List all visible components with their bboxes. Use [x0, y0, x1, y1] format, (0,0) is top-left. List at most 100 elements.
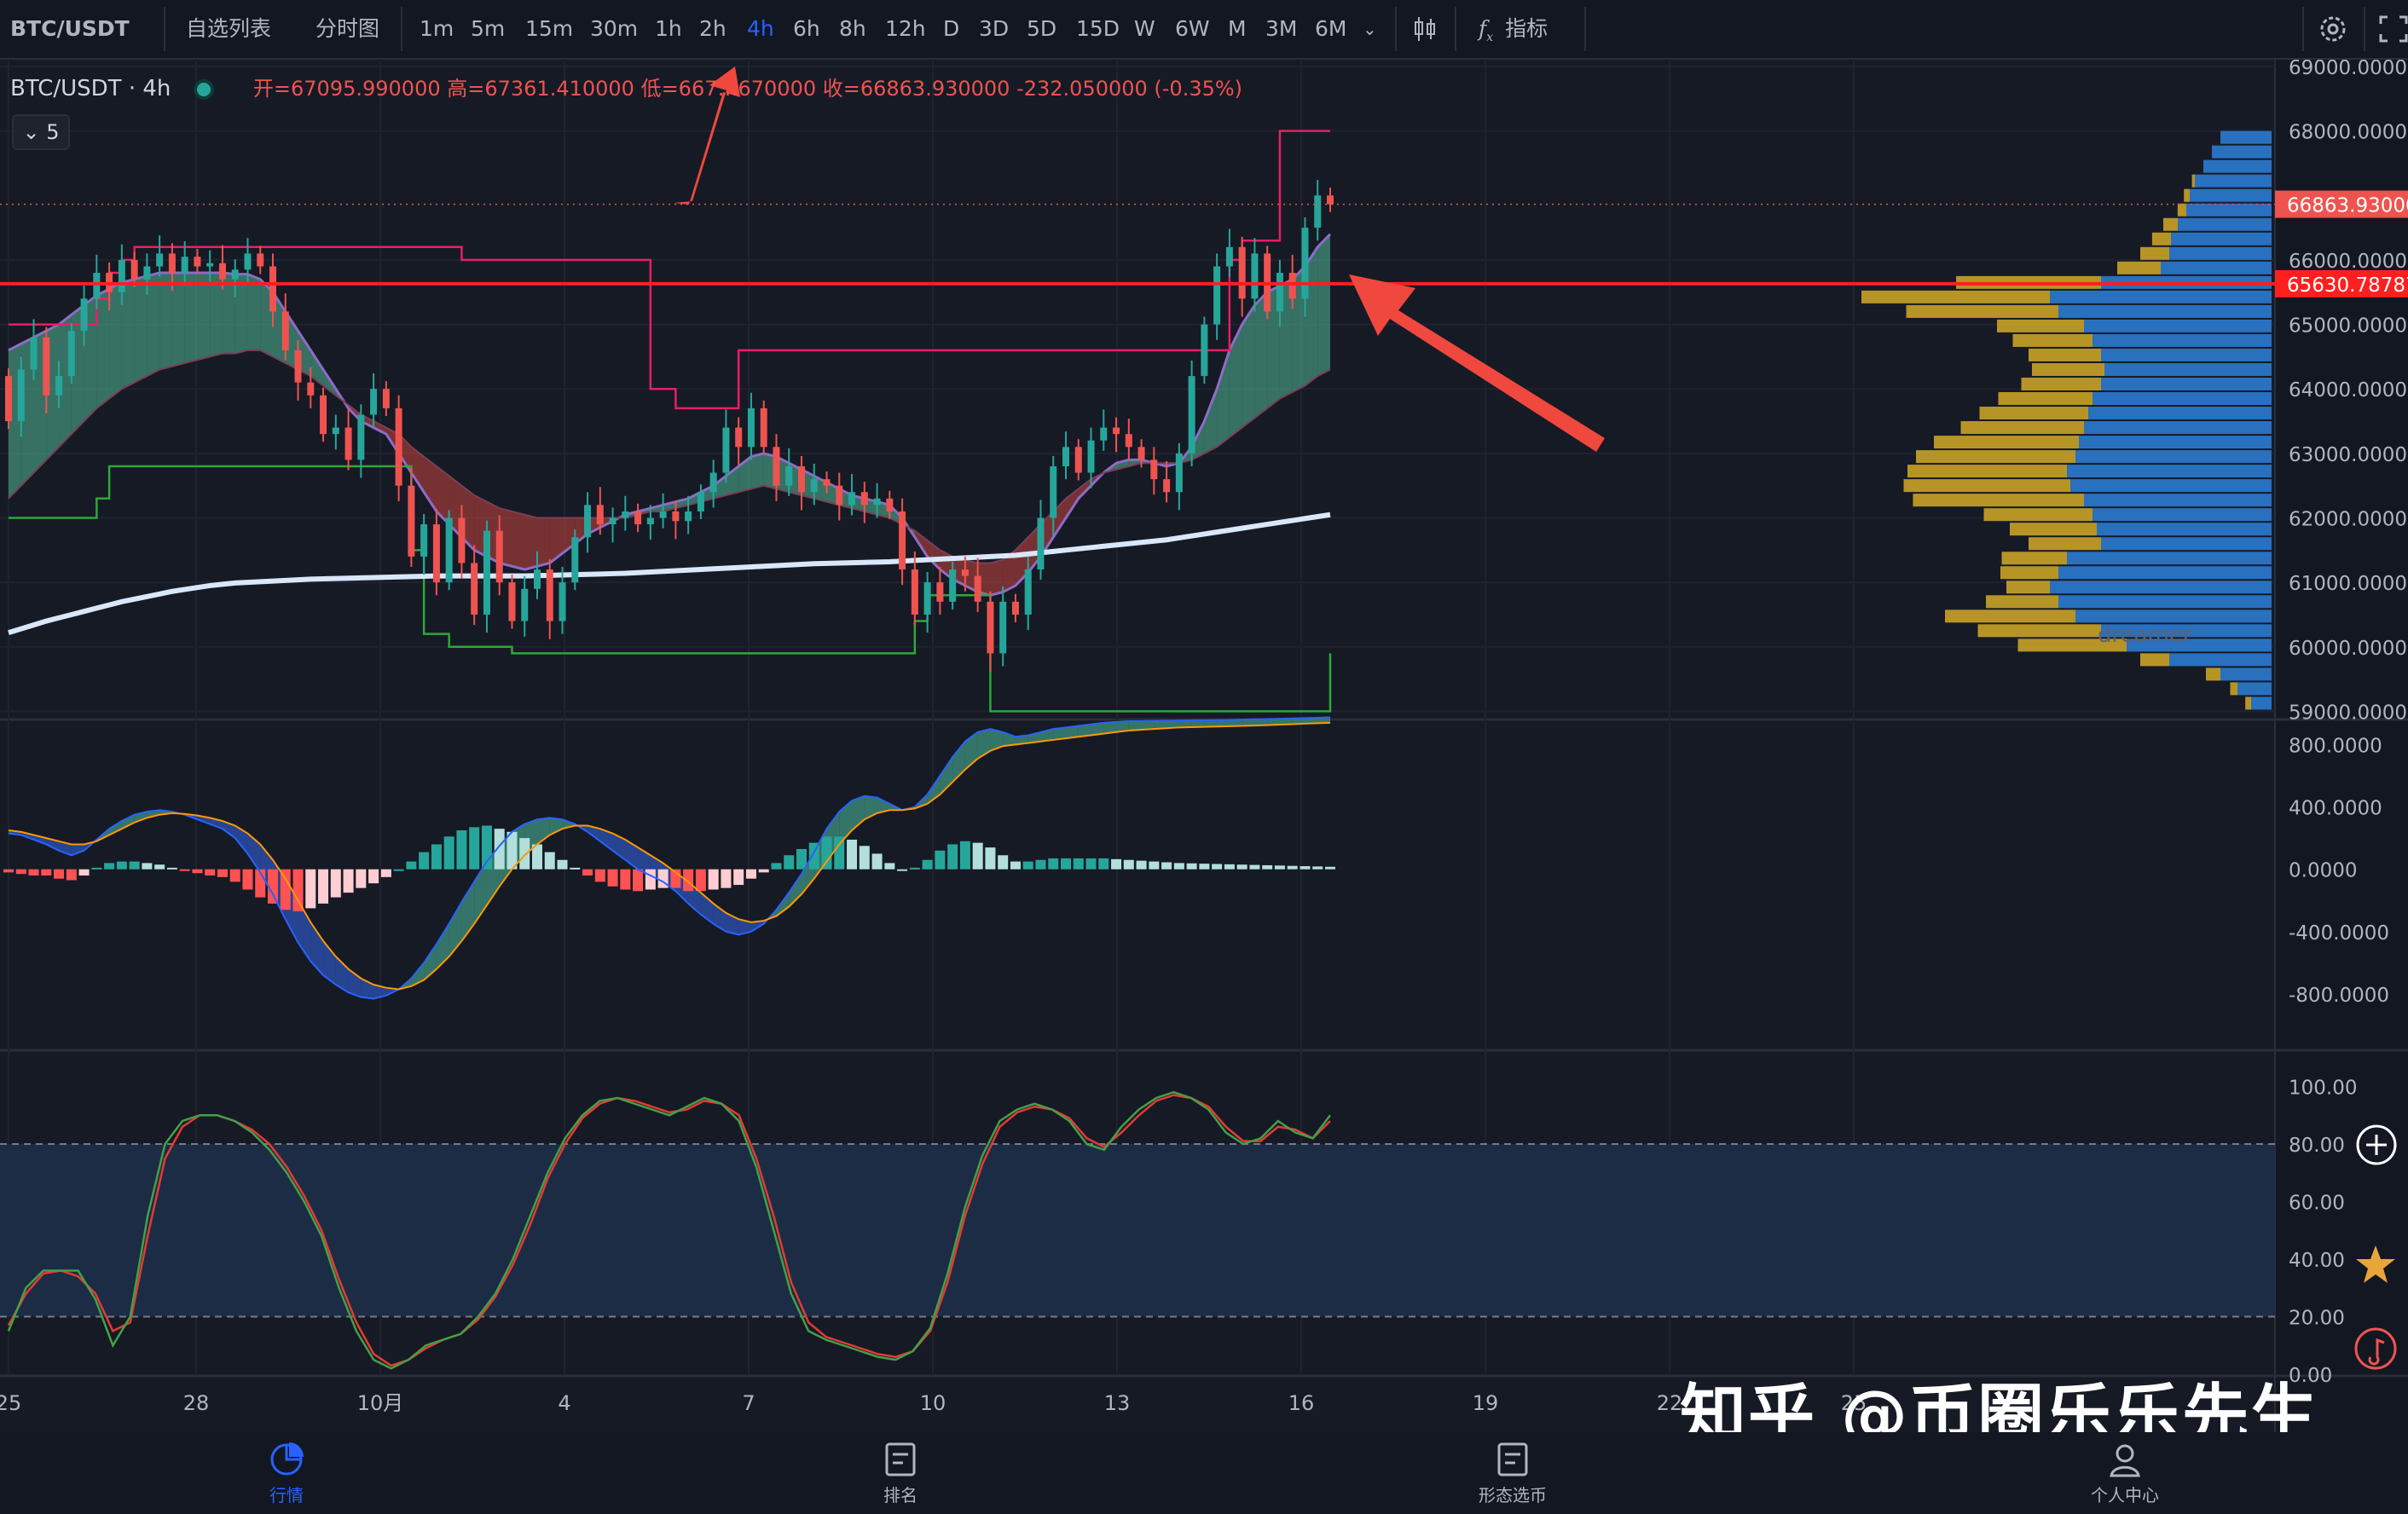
tick-chart-button[interactable]: 分时图 [315, 16, 380, 41]
interval-30m[interactable]: 30m [590, 16, 639, 41]
interval-M[interactable]: M [1228, 16, 1247, 41]
market-status-icon [193, 78, 214, 100]
toolbar-divider [2364, 7, 2365, 51]
candle-body [294, 350, 302, 383]
add-plus-icon[interactable] [2355, 1124, 2398, 1170]
macd-cloud-segment [1178, 720, 1192, 728]
indicators-button[interactable]: fx 指标 [1479, 0, 1548, 58]
volume-profile-bar [1977, 624, 2101, 638]
collapse-indicators-button[interactable]: ⌄ 5 [12, 114, 70, 150]
favorite-star-icon[interactable] [2353, 1243, 2398, 1291]
nav-pattern[interactable]: 形态选币 [1427, 1432, 1598, 1514]
volume-profile-bar [2029, 348, 2101, 361]
volume-profile-bar [2101, 624, 2272, 638]
ema-cloud-segment [524, 514, 537, 570]
interval-6h[interactable]: 6h [793, 16, 820, 41]
candle-body [1327, 195, 1334, 205]
nav-ranking[interactable]: 排名 [815, 1432, 986, 1514]
macd-histogram-bar [330, 869, 341, 898]
volume-profile-bar [2088, 407, 2272, 420]
volume-profile-bar [1906, 304, 2058, 318]
watchlist-button[interactable]: 自选列表 [186, 16, 272, 41]
macd-cloud-segment [990, 729, 1004, 751]
nav-markets[interactable]: 行情 [201, 1432, 372, 1514]
candle-body [1087, 440, 1095, 473]
settings-gear-icon[interactable] [2316, 0, 2350, 58]
candle-body [67, 331, 75, 377]
interval-5m[interactable]: 5m [471, 16, 506, 41]
macd-histogram-bar [142, 863, 153, 870]
macd-cloud-segment [1128, 721, 1142, 731]
interval-12h[interactable]: 12h [885, 16, 926, 41]
interval-3D[interactable]: 3D [979, 16, 1010, 41]
macd-line [8, 716, 1331, 1000]
macd-cloud-segment [940, 757, 953, 795]
macd-cloud-segment [964, 731, 978, 770]
interval-W[interactable]: W [1134, 16, 1155, 41]
candle-body [495, 530, 503, 583]
interval-1h[interactable]: 1h [655, 16, 682, 41]
volume-profile-bar [2084, 319, 2272, 332]
candle-body [1251, 253, 1259, 299]
macd-histogram-bar [28, 869, 39, 876]
interval-4h[interactable]: 4h [747, 16, 774, 41]
interval-15D[interactable]: 15D [1076, 16, 1120, 41]
interval-6M[interactable]: 6M [1315, 16, 1347, 41]
macd-histogram-bar [633, 869, 644, 892]
macd-histogram-bar [1098, 858, 1109, 870]
candle-body [1163, 479, 1171, 493]
interval-5D[interactable]: 5D [1027, 16, 1057, 41]
macd-cloud-segment [310, 922, 324, 976]
candle-body [571, 537, 579, 583]
macd-histogram-bar [1199, 864, 1210, 870]
ema-cloud-segment [373, 421, 386, 435]
volume-profile-bar [2006, 581, 2050, 594]
interval-2h[interactable]: 2h [699, 16, 726, 41]
channel-upper-line [9, 130, 1330, 410]
alert-bell-icon[interactable] [2353, 1326, 2398, 1374]
candle-body [344, 427, 352, 460]
interval-3M[interactable]: 3M [1265, 16, 1298, 41]
stoch-rsi-panel [0, 1090, 2275, 1370]
channel-lower-line [9, 465, 1332, 713]
volume-profile-bar [2075, 450, 2272, 464]
interval-1m[interactable]: 1m [420, 16, 454, 41]
macd-cloud-segment [33, 835, 47, 845]
fullscreen-icon[interactable] [2379, 0, 2408, 58]
nav-pattern-label: 形态选币 [1479, 1485, 1547, 1505]
macd-histogram-bar [380, 869, 391, 877]
interval-8h[interactable]: 8h [839, 16, 866, 41]
macd-histogram-bar [834, 836, 845, 870]
macd-histogram-bar [1186, 863, 1197, 870]
volume-profile-bar [2220, 130, 2272, 144]
macd-cloud-segment [1292, 718, 1305, 725]
ma-long-line [8, 511, 1331, 636]
nav-profile[interactable]: 个人中心 [2040, 1432, 2210, 1514]
macd-histogram-bar [91, 867, 102, 870]
candle-body [281, 311, 289, 350]
ema-fast-line [8, 233, 1332, 597]
price-axis-tick: 68000.000000 [2289, 122, 2408, 144]
volume-profile-bar [2169, 246, 2272, 260]
candle-body [194, 257, 201, 267]
ema-cloud-segment [121, 279, 135, 390]
chart-area[interactable]: dreamer 25 28 10月 4 7 10 13 16 19 22 25 69000.00000… [0, 60, 2408, 1432]
ema-cloud-segment [1217, 350, 1230, 448]
interval-6W[interactable]: 6W [1175, 16, 1210, 41]
overbought-oversold-band [0, 1144, 2275, 1317]
candle-body [357, 414, 365, 460]
ema-cloud-segment [1053, 498, 1066, 538]
volume-profile-bar [2151, 232, 2171, 246]
chart-type-candles-icon[interactable] [1412, 0, 1438, 58]
macd-histogram-bar [1022, 861, 1033, 870]
macd-cloud-segment [1254, 719, 1268, 726]
macd-histogram-bar [494, 829, 505, 870]
interval-15m[interactable]: 15m [525, 16, 574, 41]
macd-histogram-bar [469, 827, 480, 870]
candle-body [1276, 273, 1283, 312]
interval-D[interactable]: D [943, 16, 960, 41]
interval-dropdown-chevron-icon[interactable]: ⌄ [1363, 19, 1377, 39]
candle-body [987, 601, 994, 654]
symbol-search-button[interactable]: BTC/USDT [10, 16, 130, 41]
volume-profile-bar [2101, 377, 2272, 390]
